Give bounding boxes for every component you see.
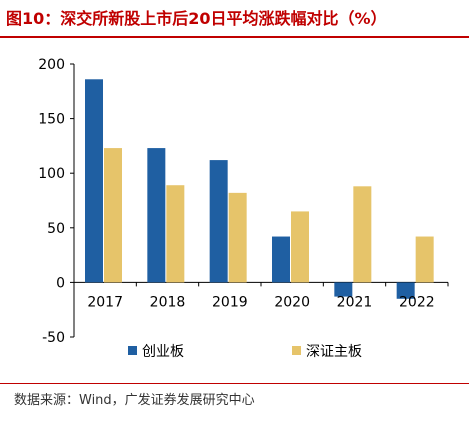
y-tick-label: -50 [42, 330, 65, 346]
legend-label: 创业板 [142, 344, 184, 360]
source-divider [0, 383, 469, 384]
bar-main-board-2020 [291, 211, 309, 283]
bar-chinext-2017 [85, 79, 103, 283]
y-tick-label: 200 [38, 57, 65, 73]
title-divider [0, 36, 469, 38]
bar-chinext-2020 [272, 236, 290, 283]
legend-label: 深证主板 [306, 344, 362, 360]
x-tick-label: 2019 [212, 294, 248, 310]
y-tick-label: 100 [38, 166, 65, 182]
x-tick-label: 2018 [150, 294, 186, 310]
bar-main-board-2022 [415, 236, 434, 283]
y-tick-label: 50 [47, 221, 65, 237]
bar-main-board-2021 [353, 186, 372, 283]
x-tick-label: 2020 [274, 294, 310, 310]
chart-title: 图10：深交所新股上市后20日平均涨跌幅对比（%） [6, 9, 387, 28]
bar-chinext-2019 [209, 160, 228, 283]
bar-main-board-2018 [166, 185, 185, 283]
bar-main-board-2019 [228, 192, 247, 283]
bar-chinext-2018 [147, 148, 166, 283]
source-note: 数据来源：Wind，广发证券发展研究中心 [14, 393, 255, 408]
legend-swatch [292, 346, 301, 355]
bar-chinext-2021 [334, 282, 353, 297]
x-tick-label: 2021 [337, 294, 373, 310]
y-tick-label: 150 [38, 112, 65, 128]
bar-chinext-2022 [396, 282, 415, 299]
y-tick-label: 0 [56, 275, 65, 291]
x-tick-label: 2022 [399, 294, 435, 310]
legend-swatch [128, 346, 137, 355]
x-tick-label: 2017 [87, 294, 123, 310]
bar-main-board-2017 [104, 148, 122, 283]
